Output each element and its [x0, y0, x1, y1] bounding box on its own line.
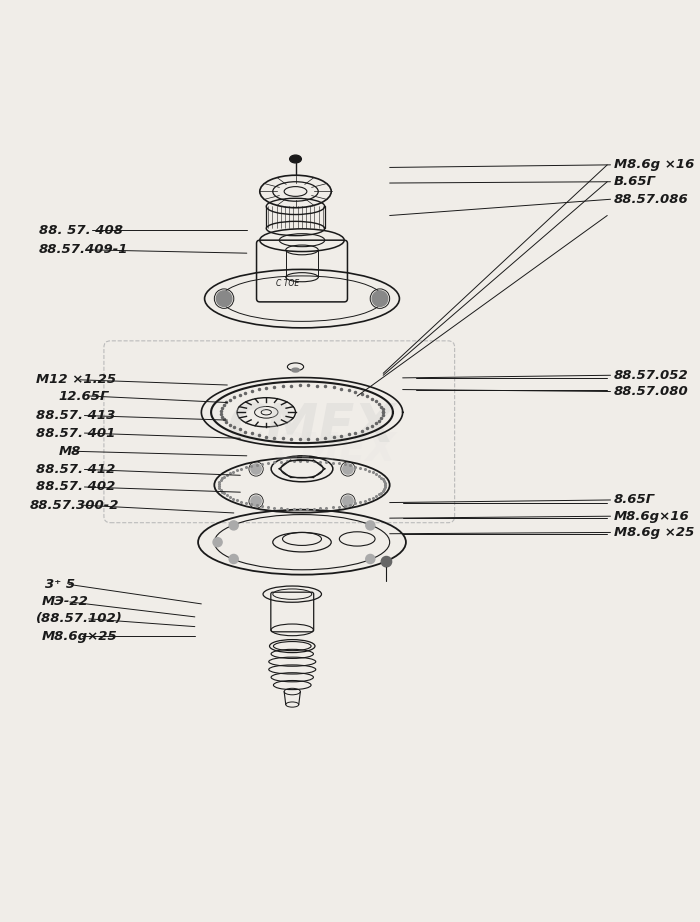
Text: 88.57.052: 88.57.052	[614, 369, 689, 382]
Text: М8: М8	[59, 444, 80, 457]
Text: (88.57.102): (88.57.102)	[36, 612, 122, 625]
Text: 88.57. 412: 88.57. 412	[36, 463, 115, 476]
Circle shape	[372, 290, 388, 306]
Text: М8.6g ×16: М8.6g ×16	[614, 159, 694, 171]
Circle shape	[343, 496, 353, 506]
Text: С ТОЕ: С ТОЕ	[276, 278, 300, 288]
Circle shape	[366, 521, 375, 530]
Text: М8.6g×16: М8.6g×16	[614, 510, 690, 523]
Text: CMEX: CMEX	[273, 431, 396, 469]
Circle shape	[343, 464, 353, 474]
Text: 88.57. 413: 88.57. 413	[36, 409, 115, 422]
Circle shape	[229, 554, 238, 563]
Text: М8.6g×25: М8.6g×25	[42, 630, 118, 643]
Circle shape	[251, 496, 261, 506]
Text: 88.57.409-1: 88.57.409-1	[39, 243, 129, 256]
Circle shape	[366, 554, 375, 563]
Text: 88.57.080: 88.57.080	[614, 385, 689, 398]
Ellipse shape	[292, 368, 300, 372]
Circle shape	[216, 290, 232, 306]
Text: В.65Г: В.65Г	[614, 175, 656, 188]
Text: 12.65Г: 12.65Г	[59, 390, 109, 403]
Circle shape	[382, 557, 391, 567]
Text: М8.6g ×25: М8.6g ×25	[614, 526, 694, 539]
Text: 88.57. 402: 88.57. 402	[36, 480, 115, 493]
Text: М12 ×1.25: М12 ×1.25	[36, 373, 116, 386]
Text: 3⁺ 5: 3⁺ 5	[46, 578, 76, 591]
Text: 88.57.300-2: 88.57.300-2	[29, 499, 119, 512]
Text: 88.57. 401: 88.57. 401	[36, 427, 115, 440]
Ellipse shape	[290, 155, 302, 163]
Circle shape	[213, 538, 222, 547]
Text: МЭ-22: МЭ-22	[42, 596, 89, 609]
Text: 88. 57. 408: 88. 57. 408	[39, 224, 123, 237]
Text: 8.65Г: 8.65Г	[614, 493, 655, 506]
Text: 88.57.086: 88.57.086	[614, 193, 689, 206]
Circle shape	[251, 464, 261, 474]
Circle shape	[229, 521, 238, 530]
Text: CMEX: CMEX	[228, 400, 395, 453]
